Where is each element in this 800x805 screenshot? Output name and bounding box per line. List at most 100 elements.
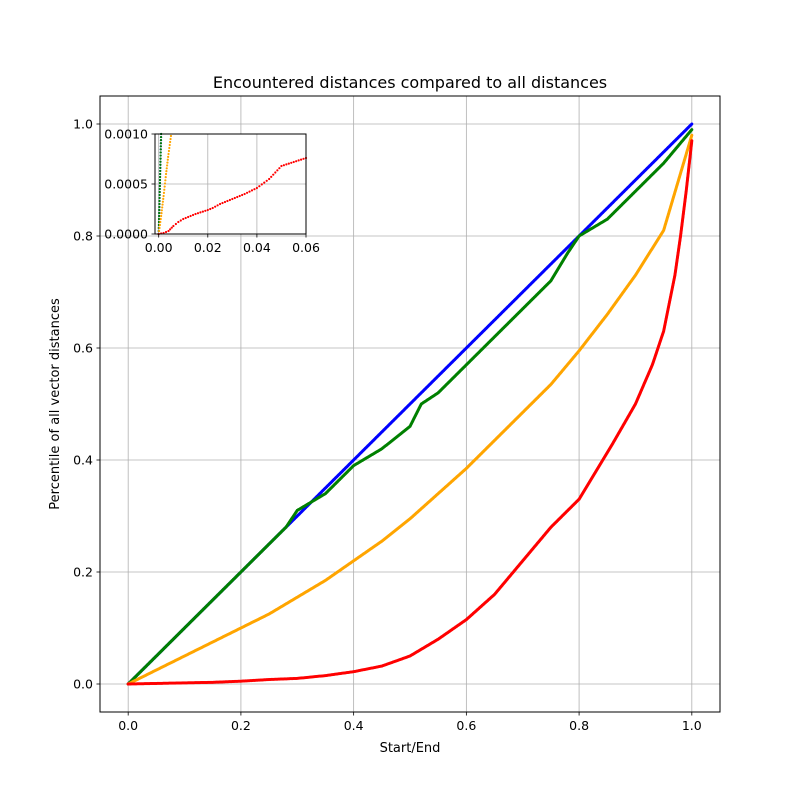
inset-data-point (280, 164, 283, 168)
inset-data-point (162, 197, 165, 200)
inset-data-point (253, 188, 256, 191)
inset-data-point (168, 143, 171, 147)
inset-data-point (158, 199, 161, 203)
inset-data-point (159, 166, 162, 169)
inset-data-point (245, 191, 249, 194)
inset-data-point (169, 140, 172, 144)
inset-data-point (158, 178, 162, 182)
inset-series (157, 132, 308, 236)
inset-data-point (161, 200, 164, 203)
inset-data-point (157, 229, 161, 233)
main-x-tick-label: 0.4 (344, 718, 364, 733)
inset-data-point (159, 145, 162, 148)
inset-x-tick-label: 0.00 (145, 240, 173, 255)
inset-data-point (167, 155, 170, 158)
inset-series-2 (157, 134, 173, 236)
chart-title: Encountered distances compared to all di… (213, 73, 607, 92)
inset-data-point (169, 228, 172, 231)
inset-y-tick-label: 0.0010 (104, 127, 148, 142)
main-data-point (690, 128, 694, 132)
inset-data-point (302, 157, 305, 160)
inset-data-point (160, 209, 163, 212)
main-series (126, 122, 694, 686)
inset-data-point (177, 220, 180, 224)
inset-data-point (272, 173, 275, 176)
inset-data-point (218, 202, 222, 206)
main-y-tick-label: 0.8 (73, 229, 93, 244)
main-y-tick-label: 1.0 (73, 117, 93, 132)
inset-data-point (161, 206, 164, 209)
inset-data-point (268, 177, 271, 181)
inset-data-point (221, 201, 224, 205)
inset-data-point (258, 185, 261, 188)
inset-data-point (159, 142, 163, 145)
inset-data-point (295, 160, 298, 163)
inset-data-point (163, 188, 166, 191)
inset-data-point (159, 163, 162, 166)
inset-data-point (211, 206, 214, 210)
inset-data-point (158, 184, 161, 188)
main-x-tick-label: 1.0 (682, 718, 702, 733)
inset-data-point (159, 160, 162, 163)
inset-data-point (255, 186, 258, 190)
inset-data-point (265, 179, 268, 182)
inset-data-point (194, 212, 197, 216)
main-data-point (690, 122, 694, 126)
inset-data-point (165, 170, 168, 173)
inset-data-point (297, 159, 300, 162)
main-series-1 (126, 128, 694, 686)
inset-data-point (174, 222, 177, 226)
main-x-tick-label: 0.2 (231, 718, 251, 733)
inset-data-point (299, 158, 303, 161)
inset-data-point (179, 219, 182, 222)
inset-data-point (167, 152, 170, 156)
inset-data-point (187, 215, 190, 219)
inset-y-tick-label: 0.0005 (104, 177, 148, 192)
x-axis-label: Start/End (380, 741, 441, 756)
inset-data-point (233, 196, 236, 200)
main-plot-frame (99, 95, 721, 713)
inset-data-point (167, 229, 170, 233)
inset-data-point (260, 183, 263, 186)
inset-data-point (189, 214, 192, 218)
inset-data-point (206, 208, 209, 212)
inset-data-point (158, 181, 162, 185)
inset-data-point (282, 164, 285, 167)
inset-data-point (163, 185, 166, 188)
inset-data-point (157, 217, 161, 221)
inset-data-point (223, 200, 227, 204)
main-ticks: 0.0 0.2 0.4 0.6 0.8 1.0 0.0 0.2 0.4 0.6 0.8 1.0 (73, 117, 702, 734)
inset-data-point (196, 212, 200, 215)
inset-data-point (161, 203, 164, 206)
inset-data-point (164, 176, 167, 179)
inset-data-point (168, 146, 171, 150)
inset-data-point (166, 158, 169, 161)
inset-data-point (165, 167, 168, 170)
inset-data-point (158, 175, 162, 179)
inset-data-point (159, 148, 162, 151)
inset-data-point (159, 169, 162, 173)
inset-x-tick-label: 0.06 (292, 240, 320, 255)
inset-ticks: 0.00 0.02 0.04 0.06 0.0000 0.0005 0.0010 (104, 127, 320, 256)
inset-data-point (159, 220, 162, 224)
main-x-tick-label: 0.6 (456, 718, 476, 733)
inset-data-point (159, 172, 162, 176)
inset-data-point (184, 216, 187, 220)
main-x-tick-label: 0.0 (118, 718, 138, 733)
inset-data-point (172, 224, 175, 228)
inset-data-point (285, 163, 288, 166)
inset-data-point (243, 192, 246, 196)
inset-x-tick-label: 0.02 (194, 240, 222, 255)
inset-data-point (158, 193, 161, 197)
inset-data-point (162, 194, 165, 198)
main-data-point (690, 139, 694, 143)
inset-data-point (263, 181, 266, 184)
inset-data-point (236, 195, 239, 199)
inset-data-point (164, 230, 168, 234)
inset-data-point (287, 162, 290, 165)
inset-data-point (158, 190, 161, 194)
inset-x-tick-label: 0.04 (243, 240, 271, 255)
inset-data-point (201, 210, 204, 213)
